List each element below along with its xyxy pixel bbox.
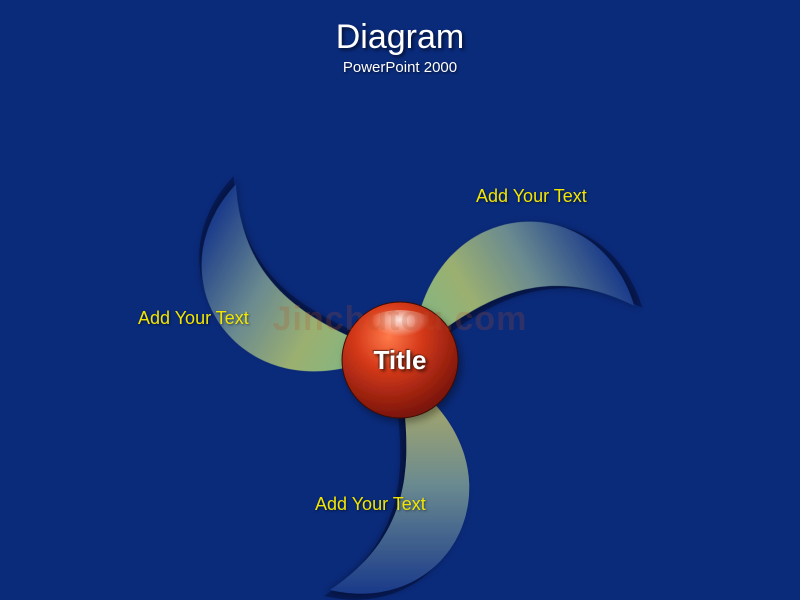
blade-label-1: Add Your Text (476, 186, 587, 207)
pinwheel (158, 174, 646, 599)
blade-label-3: Add Your Text (138, 308, 249, 329)
center-sphere (342, 302, 458, 418)
blade-label-2: Add Your Text (315, 494, 426, 515)
